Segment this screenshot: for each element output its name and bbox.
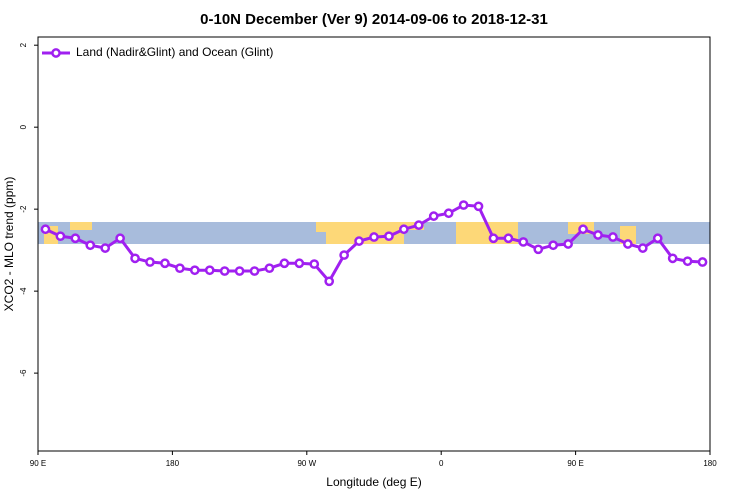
x-tick-label: 180 [166, 459, 180, 468]
data-point [593, 230, 603, 240]
data-point [100, 243, 111, 253]
data-point [85, 240, 96, 251]
data-point [518, 237, 529, 247]
data-point [488, 233, 499, 244]
data-point [623, 239, 633, 249]
x-tick-label: 90 E [30, 459, 46, 468]
data-point [682, 256, 693, 267]
data-point [473, 201, 484, 212]
data-point [130, 253, 140, 264]
x-tick-label: 180 [703, 459, 717, 468]
data-point [428, 211, 439, 221]
y-tick-label: 2 [19, 42, 28, 47]
data-point [563, 239, 573, 249]
y-tick-label: -2 [19, 205, 28, 213]
chart-title: 0-10N December (Ver 9) 2014-09-06 to 201… [200, 11, 548, 28]
data-point [578, 224, 588, 235]
data-point [115, 233, 125, 244]
data-point [294, 258, 305, 269]
x-axis-label: Longitude (deg E) [326, 475, 421, 489]
data-point [309, 259, 320, 269]
data-point [608, 232, 618, 242]
data-point [264, 263, 275, 274]
data-point [204, 265, 215, 276]
data-point [637, 243, 648, 253]
data-point [384, 231, 394, 242]
x-tick-label: 90 E [567, 459, 583, 468]
x-tick-label: 90 W [297, 459, 316, 468]
y-axis-label: XCO2 - MLO trend (ppm) [2, 177, 16, 312]
legend-marker [51, 48, 61, 58]
x-tick-label: 0 [439, 459, 444, 468]
y-tick-label: -6 [19, 369, 28, 377]
data-point [697, 257, 708, 267]
data-point [443, 208, 454, 219]
data-point [234, 266, 245, 276]
data-point [354, 236, 364, 246]
y-tick-label: -4 [19, 287, 28, 295]
legend-label: Land (Nadir&Glint) and Ocean (Glint) [76, 45, 273, 59]
data-point [160, 258, 170, 269]
data-point [55, 231, 66, 242]
data-point [70, 233, 81, 244]
data-point [503, 233, 514, 244]
y-tick-label: 0 [19, 124, 28, 129]
data-point [40, 224, 51, 235]
data-point [369, 232, 379, 242]
data-point [548, 240, 559, 251]
data-point [399, 224, 409, 235]
data-point [339, 250, 349, 260]
data-point [652, 233, 663, 244]
data-point [249, 266, 260, 276]
data-point [175, 263, 185, 274]
data-point [413, 220, 424, 230]
data-point [279, 258, 290, 269]
plot-frame [37, 36, 711, 452]
data-point [533, 244, 544, 255]
data-point [324, 276, 335, 287]
data-point [667, 253, 678, 264]
data-point [189, 265, 200, 276]
data-point [145, 257, 155, 267]
data-point [458, 200, 469, 210]
data-point [219, 266, 230, 276]
